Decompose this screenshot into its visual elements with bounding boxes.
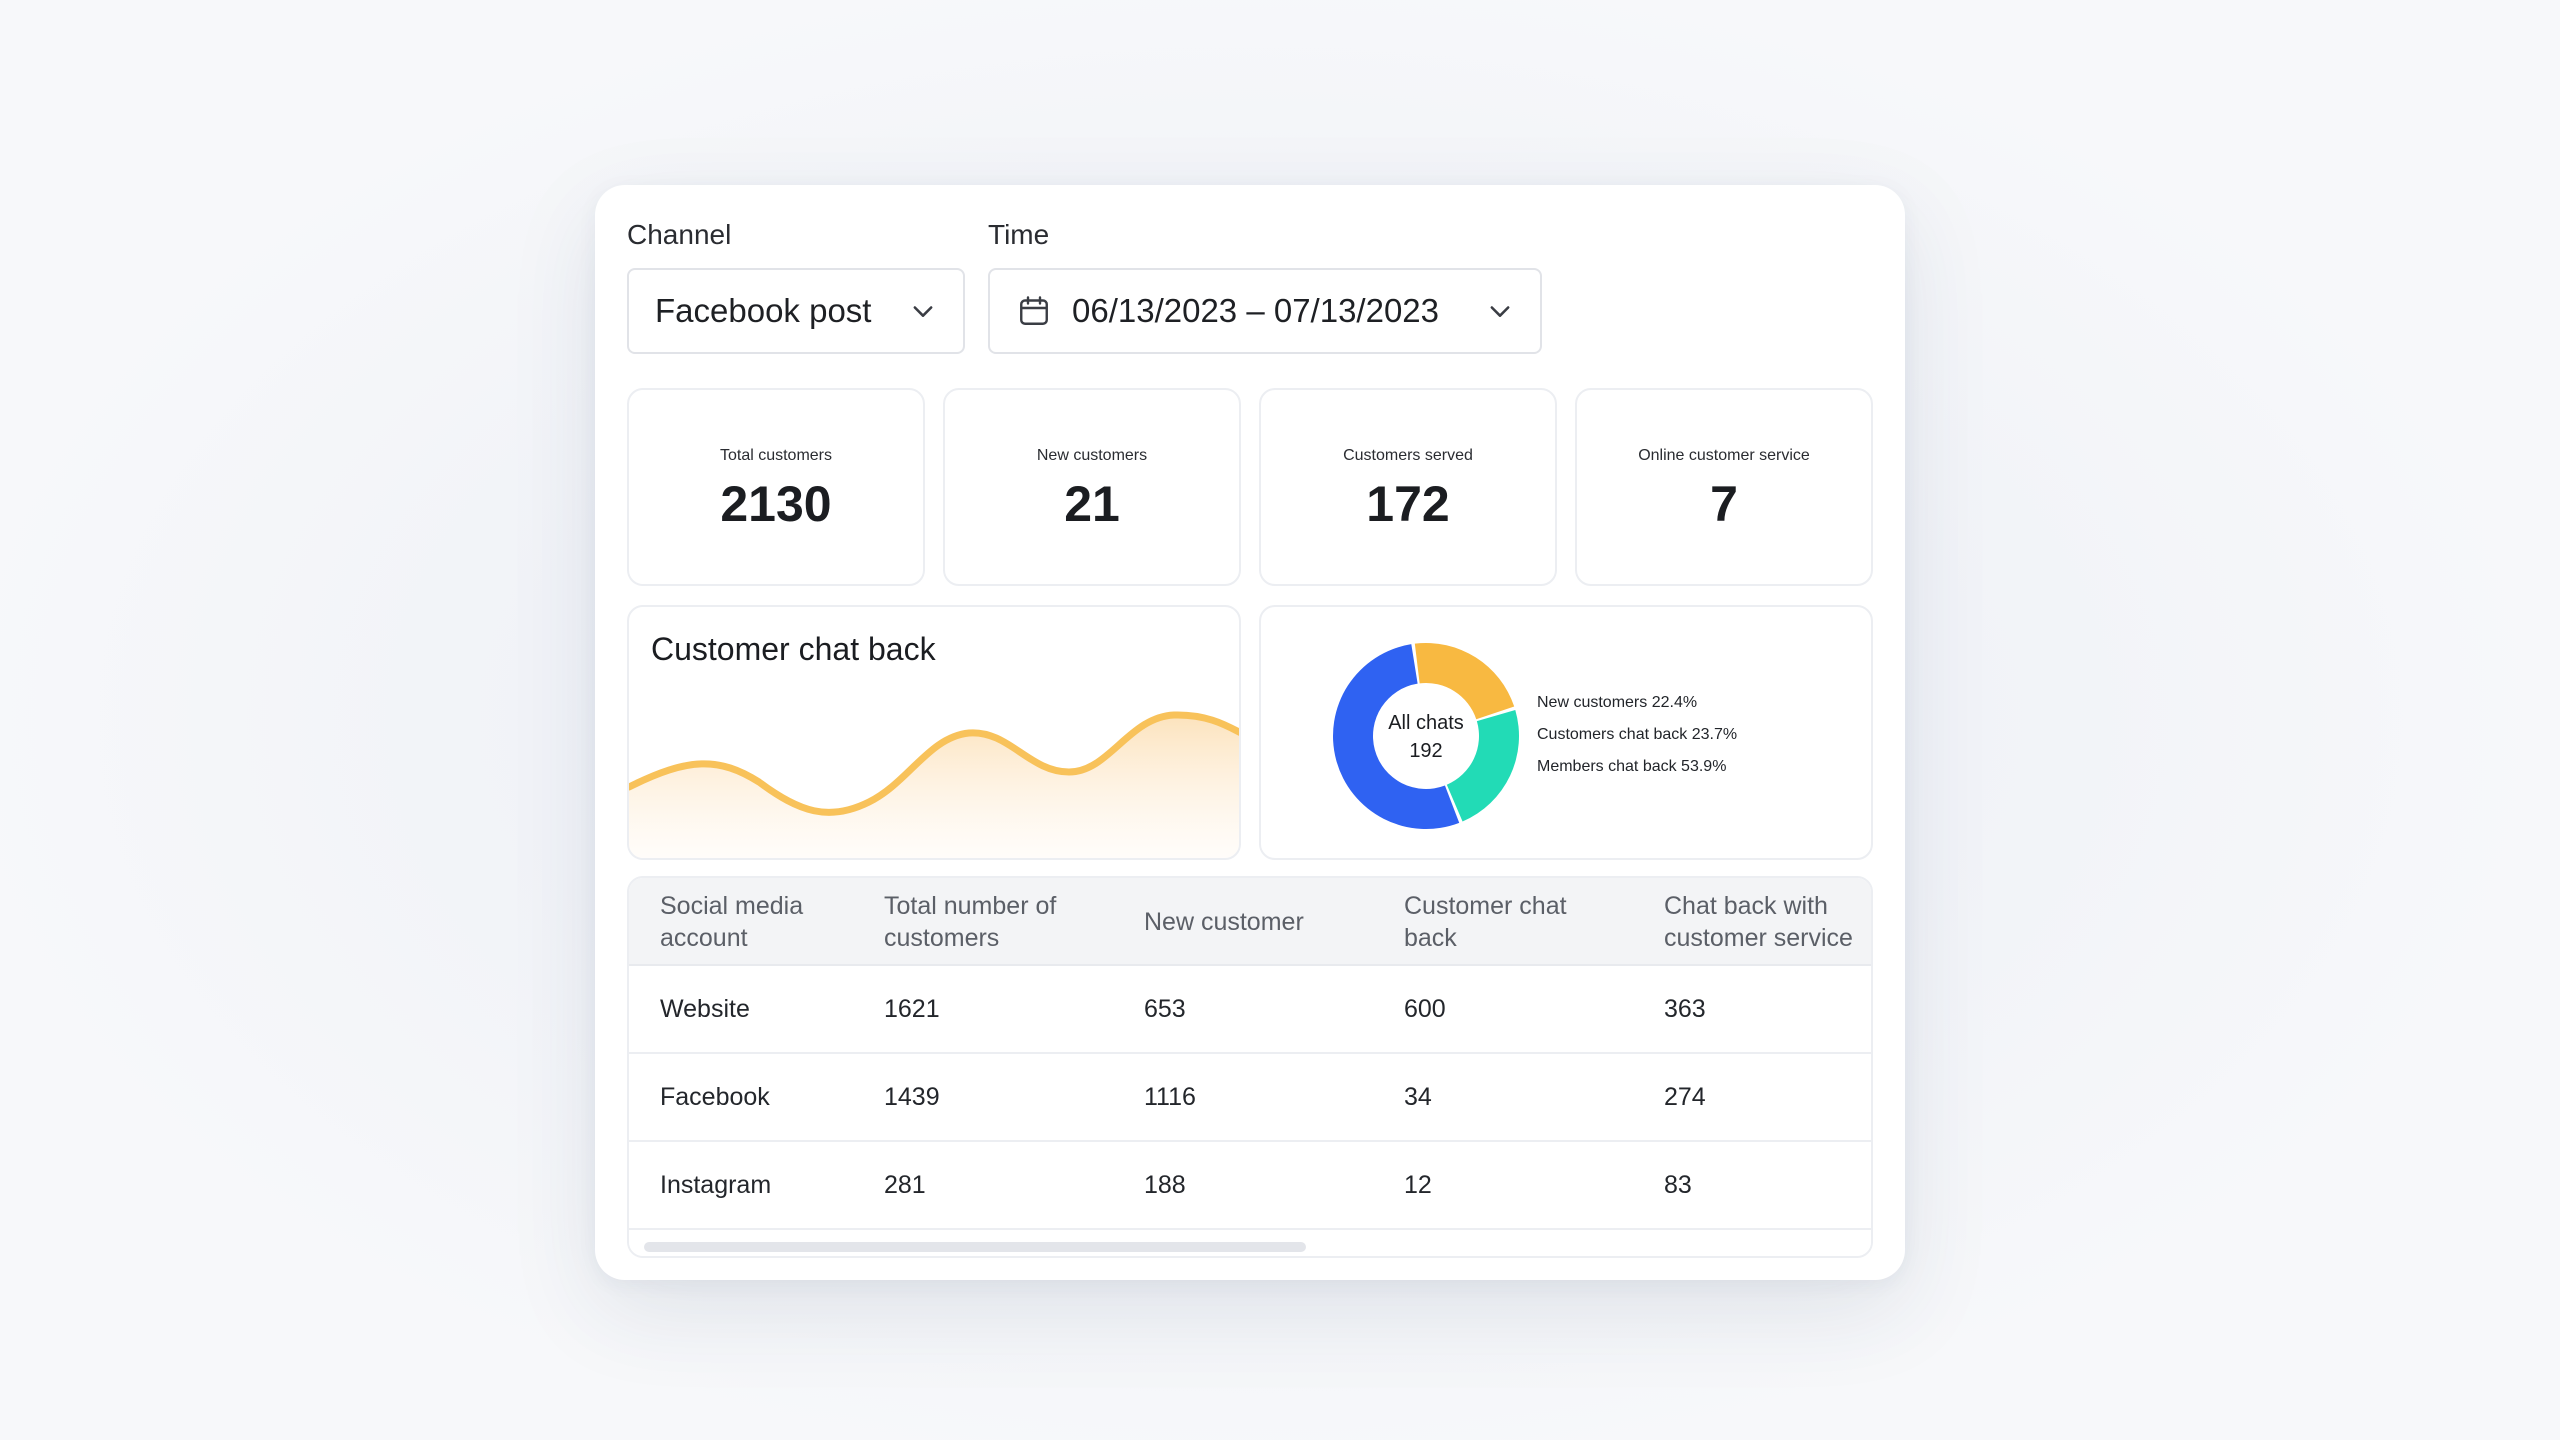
scrollbar-thumb[interactable] <box>644 1242 1306 1252</box>
donut-hole <box>1374 684 1478 788</box>
stat-label: Online customer service <box>1638 447 1810 464</box>
table-cell: 363 <box>1664 994 1706 1023</box>
wave-line <box>629 711 1239 816</box>
column-header: New customer <box>1144 908 1304 936</box>
customer-chat-back-card: Customer chat back <box>627 605 1241 860</box>
donut-legend: New customers 22.4% Customers chat back … <box>1537 687 1737 783</box>
stat-value: 2130 <box>720 476 832 532</box>
all-chats-donut-card: All chats 192 New customers 22.4% Custom… <box>1259 605 1873 860</box>
stat-value: 172 <box>1366 476 1450 532</box>
all-chats-donut-chart <box>1333 643 1519 829</box>
table-cell: Website <box>660 994 750 1023</box>
table-cell: 274 <box>1664 1082 1706 1111</box>
table-row[interactable]: Instagram 281 188 12 83 <box>629 1142 1871 1230</box>
stat-value: 21 <box>1064 476 1120 532</box>
column-header: Social media account <box>660 892 804 952</box>
table-cell: 1621 <box>884 994 940 1023</box>
table-cell: 600 <box>1404 994 1446 1023</box>
channel-select-value: Facebook post <box>655 292 872 329</box>
time-label: Time <box>988 219 1050 250</box>
chat-back-wave-chart <box>629 711 1239 858</box>
stat-card-customers-served: Customers served 172 <box>1259 388 1557 586</box>
chevron-down-icon <box>1486 297 1514 325</box>
donut-center-value: 192 <box>1409 740 1443 762</box>
table-cell: Facebook <box>660 1082 770 1111</box>
stat-card-new-customers: New customers 21 <box>943 388 1241 586</box>
stat-value: 7 <box>1710 476 1738 532</box>
wave-area <box>629 714 1239 858</box>
donut-segment-new-customers <box>1414 643 1515 720</box>
column-header: Customer chat back <box>1404 892 1567 952</box>
stat-label: Customers served <box>1343 447 1473 464</box>
table-row[interactable]: Website 1621 653 600 363 <box>629 966 1871 1054</box>
table-cell: 34 <box>1404 1082 1432 1111</box>
donut-segment-members-chat-back <box>1333 644 1460 829</box>
chevron-down-icon <box>909 297 937 325</box>
donut-center-label: All chats <box>1388 712 1464 734</box>
donut-center: All chats 192 <box>1376 709 1476 765</box>
donut-segment-customers-chat-back <box>1446 709 1519 822</box>
channel-label: Channel <box>627 219 732 250</box>
table-cell: 281 <box>884 1170 926 1199</box>
table-cell: 653 <box>1144 994 1186 1023</box>
table-cell: 1116 <box>1144 1082 1196 1111</box>
table-cell: 188 <box>1144 1170 1186 1199</box>
table-row[interactable]: Facebook 1439 1116 34 274 <box>629 1054 1871 1142</box>
column-header: Total number of customers <box>884 892 1057 952</box>
table-header: Social media account Total number of cus… <box>629 878 1871 966</box>
table-cell: 83 <box>1664 1170 1692 1199</box>
social-media-table: Social media account Total number of cus… <box>627 876 1873 1258</box>
time-range-value: 06/13/2023 – 07/13/2023 <box>1072 292 1440 329</box>
table-cell: Instagram <box>660 1170 772 1199</box>
legend-item-members-chat-back: Members chat back 53.9% <box>1537 758 1727 775</box>
calendar-icon <box>1016 292 1052 330</box>
stat-card-total-customers: Total customers 2130 <box>627 388 925 586</box>
legend-item-new-customers: New customers 22.4% <box>1537 694 1698 711</box>
card-title: Customer chat back <box>651 631 936 667</box>
channel-select[interactable]: Facebook post <box>627 268 965 354</box>
table-cell: 1439 <box>884 1082 940 1111</box>
stat-label: New customers <box>1036 447 1148 464</box>
stat-card-online-customer-service: Online customer service 7 <box>1575 388 1873 586</box>
column-header: Chat back with customer service <box>1664 892 1853 952</box>
dashboard-panel: Channel Facebook post Time 06/13/2023 – … <box>595 185 1905 1280</box>
horizontal-scrollbar[interactable] <box>629 1238 1871 1256</box>
legend-item-customers-chat-back: Customers chat back 23.7% <box>1537 726 1738 743</box>
stat-label: Total customers <box>719 447 833 464</box>
time-range-select[interactable]: 06/13/2023 – 07/13/2023 <box>988 268 1542 354</box>
table-cell: 12 <box>1404 1170 1432 1199</box>
